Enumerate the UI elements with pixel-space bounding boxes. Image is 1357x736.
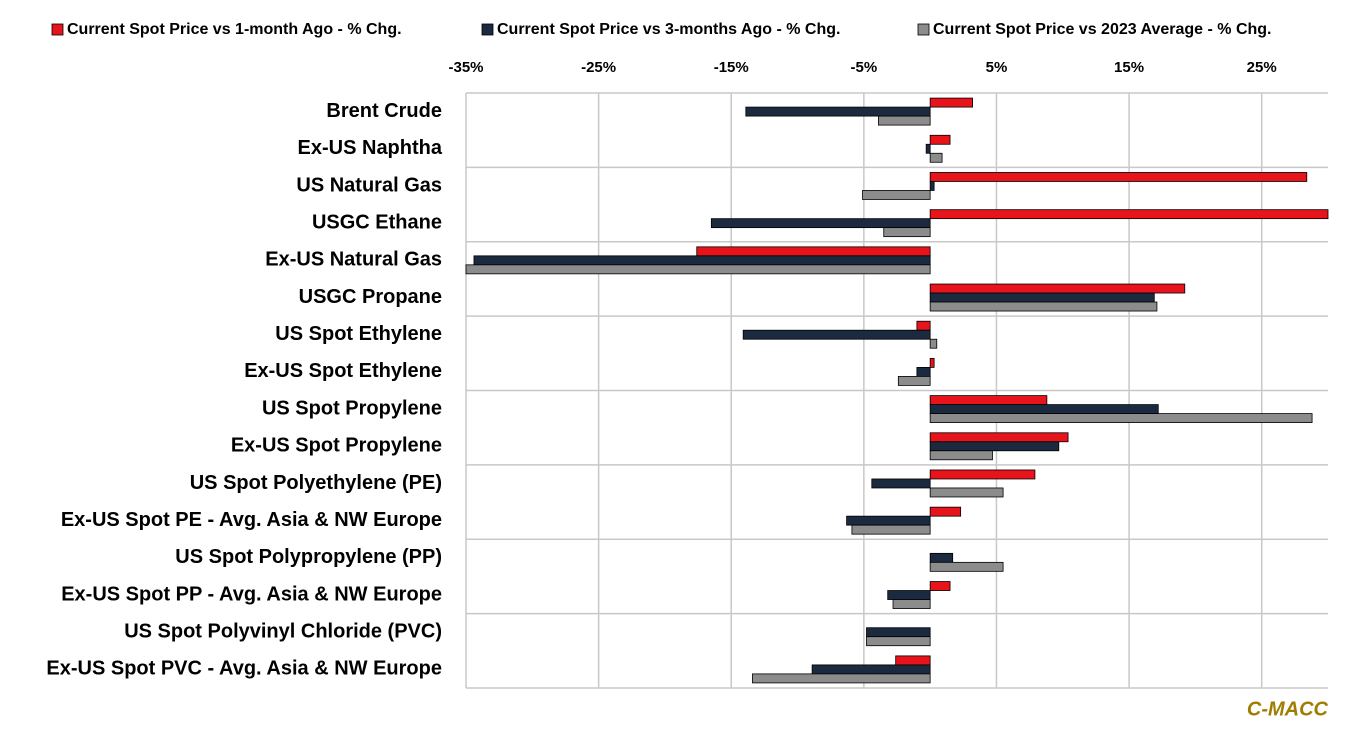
bar: [925, 143, 931, 154]
y-tick-label: Ex-US Spot PP - Avg. Asia & NW Europe: [61, 583, 442, 605]
bar: [871, 478, 931, 489]
y-tick-label: Ex-US Natural Gas: [265, 249, 442, 271]
legend-label: Current Spot Price vs 1-month Ago - % Ch…: [67, 21, 402, 38]
bar: [929, 404, 1159, 414]
legend-swatch: [51, 23, 64, 36]
bar: [929, 134, 951, 145]
bar: [752, 673, 931, 684]
bar: [929, 413, 1313, 423]
bar: [929, 301, 1158, 312]
y-tick-label: Ex-US Spot Ethylene: [244, 360, 442, 382]
bar: [929, 209, 1329, 220]
bar: [811, 664, 931, 675]
legend-swatch: [481, 23, 494, 36]
x-tick-label: 5%: [986, 59, 1008, 76]
bar: [887, 590, 931, 600]
x-tick-label: -5%: [851, 59, 878, 76]
bar: [929, 469, 1036, 480]
bar: [878, 115, 931, 126]
y-tick-label: Brent Crude: [326, 100, 442, 122]
bar: [929, 561, 1004, 572]
bar: [866, 627, 931, 638]
x-tick-label: -35%: [448, 59, 483, 76]
y-tick-label: US Spot Ethylene: [275, 323, 442, 345]
bar: [710, 218, 931, 229]
bar: [473, 255, 931, 266]
bar: [895, 655, 931, 666]
bar: [929, 581, 951, 591]
x-tick-label: 15%: [1114, 59, 1144, 76]
bar: [883, 227, 931, 238]
x-tick-label: 25%: [1247, 59, 1277, 76]
bar: [862, 190, 931, 200]
y-tick-label: USGC Propane: [299, 286, 442, 308]
y-tick-label: US Spot Propylene: [262, 397, 442, 419]
y-tick-label: US Natural Gas: [296, 174, 442, 196]
bar: [929, 506, 962, 517]
legend-label: Current Spot Price vs 2023 Average - % C…: [933, 21, 1271, 38]
source-label: C-MACC: [1247, 698, 1329, 720]
x-tick-label: -25%: [581, 59, 616, 76]
bar: [465, 264, 931, 275]
y-tick-label: Ex-US Spot PVC - Avg. Asia & NW Europe: [46, 658, 442, 680]
bar: [929, 283, 1186, 294]
bar: [929, 181, 935, 191]
bar: [745, 106, 931, 117]
bar: [929, 487, 1004, 498]
y-tick-label: US Spot Polypropylene (PP): [175, 546, 442, 568]
bar: [866, 636, 931, 647]
bar: [929, 292, 1155, 303]
bar: [742, 329, 931, 340]
bar: [892, 599, 931, 609]
bar: [929, 358, 935, 368]
bar: [929, 338, 938, 349]
y-tick-label: Ex-US Naphtha: [298, 137, 443, 159]
legend-swatch: [917, 23, 930, 36]
bar: [929, 395, 1048, 405]
y-tick-label: US Spot Polyethylene (PE): [190, 472, 442, 494]
y-tick-label: US Spot Polyvinyl Chloride (PVC): [124, 621, 442, 643]
bar: [929, 432, 1069, 443]
bar: [929, 172, 1308, 182]
bar: [929, 97, 973, 108]
bar: [897, 376, 931, 386]
bar: [916, 367, 931, 377]
x-tick-label: -15%: [714, 59, 749, 76]
bar: [929, 441, 1060, 452]
legend-label: Current Spot Price vs 3-months Ago - % C…: [497, 21, 840, 38]
bar: [851, 524, 931, 535]
bar: [929, 450, 993, 461]
bar: [916, 320, 931, 331]
y-tick-label: USGC Ethane: [312, 211, 442, 233]
bar: [929, 152, 943, 163]
y-tick-label: Ex-US Spot PE - Avg. Asia & NW Europe: [61, 509, 442, 531]
y-tick-label: Ex-US Spot Propylene: [231, 435, 442, 457]
bar: [846, 515, 931, 526]
bar: [929, 552, 954, 563]
bar: [696, 246, 931, 257]
